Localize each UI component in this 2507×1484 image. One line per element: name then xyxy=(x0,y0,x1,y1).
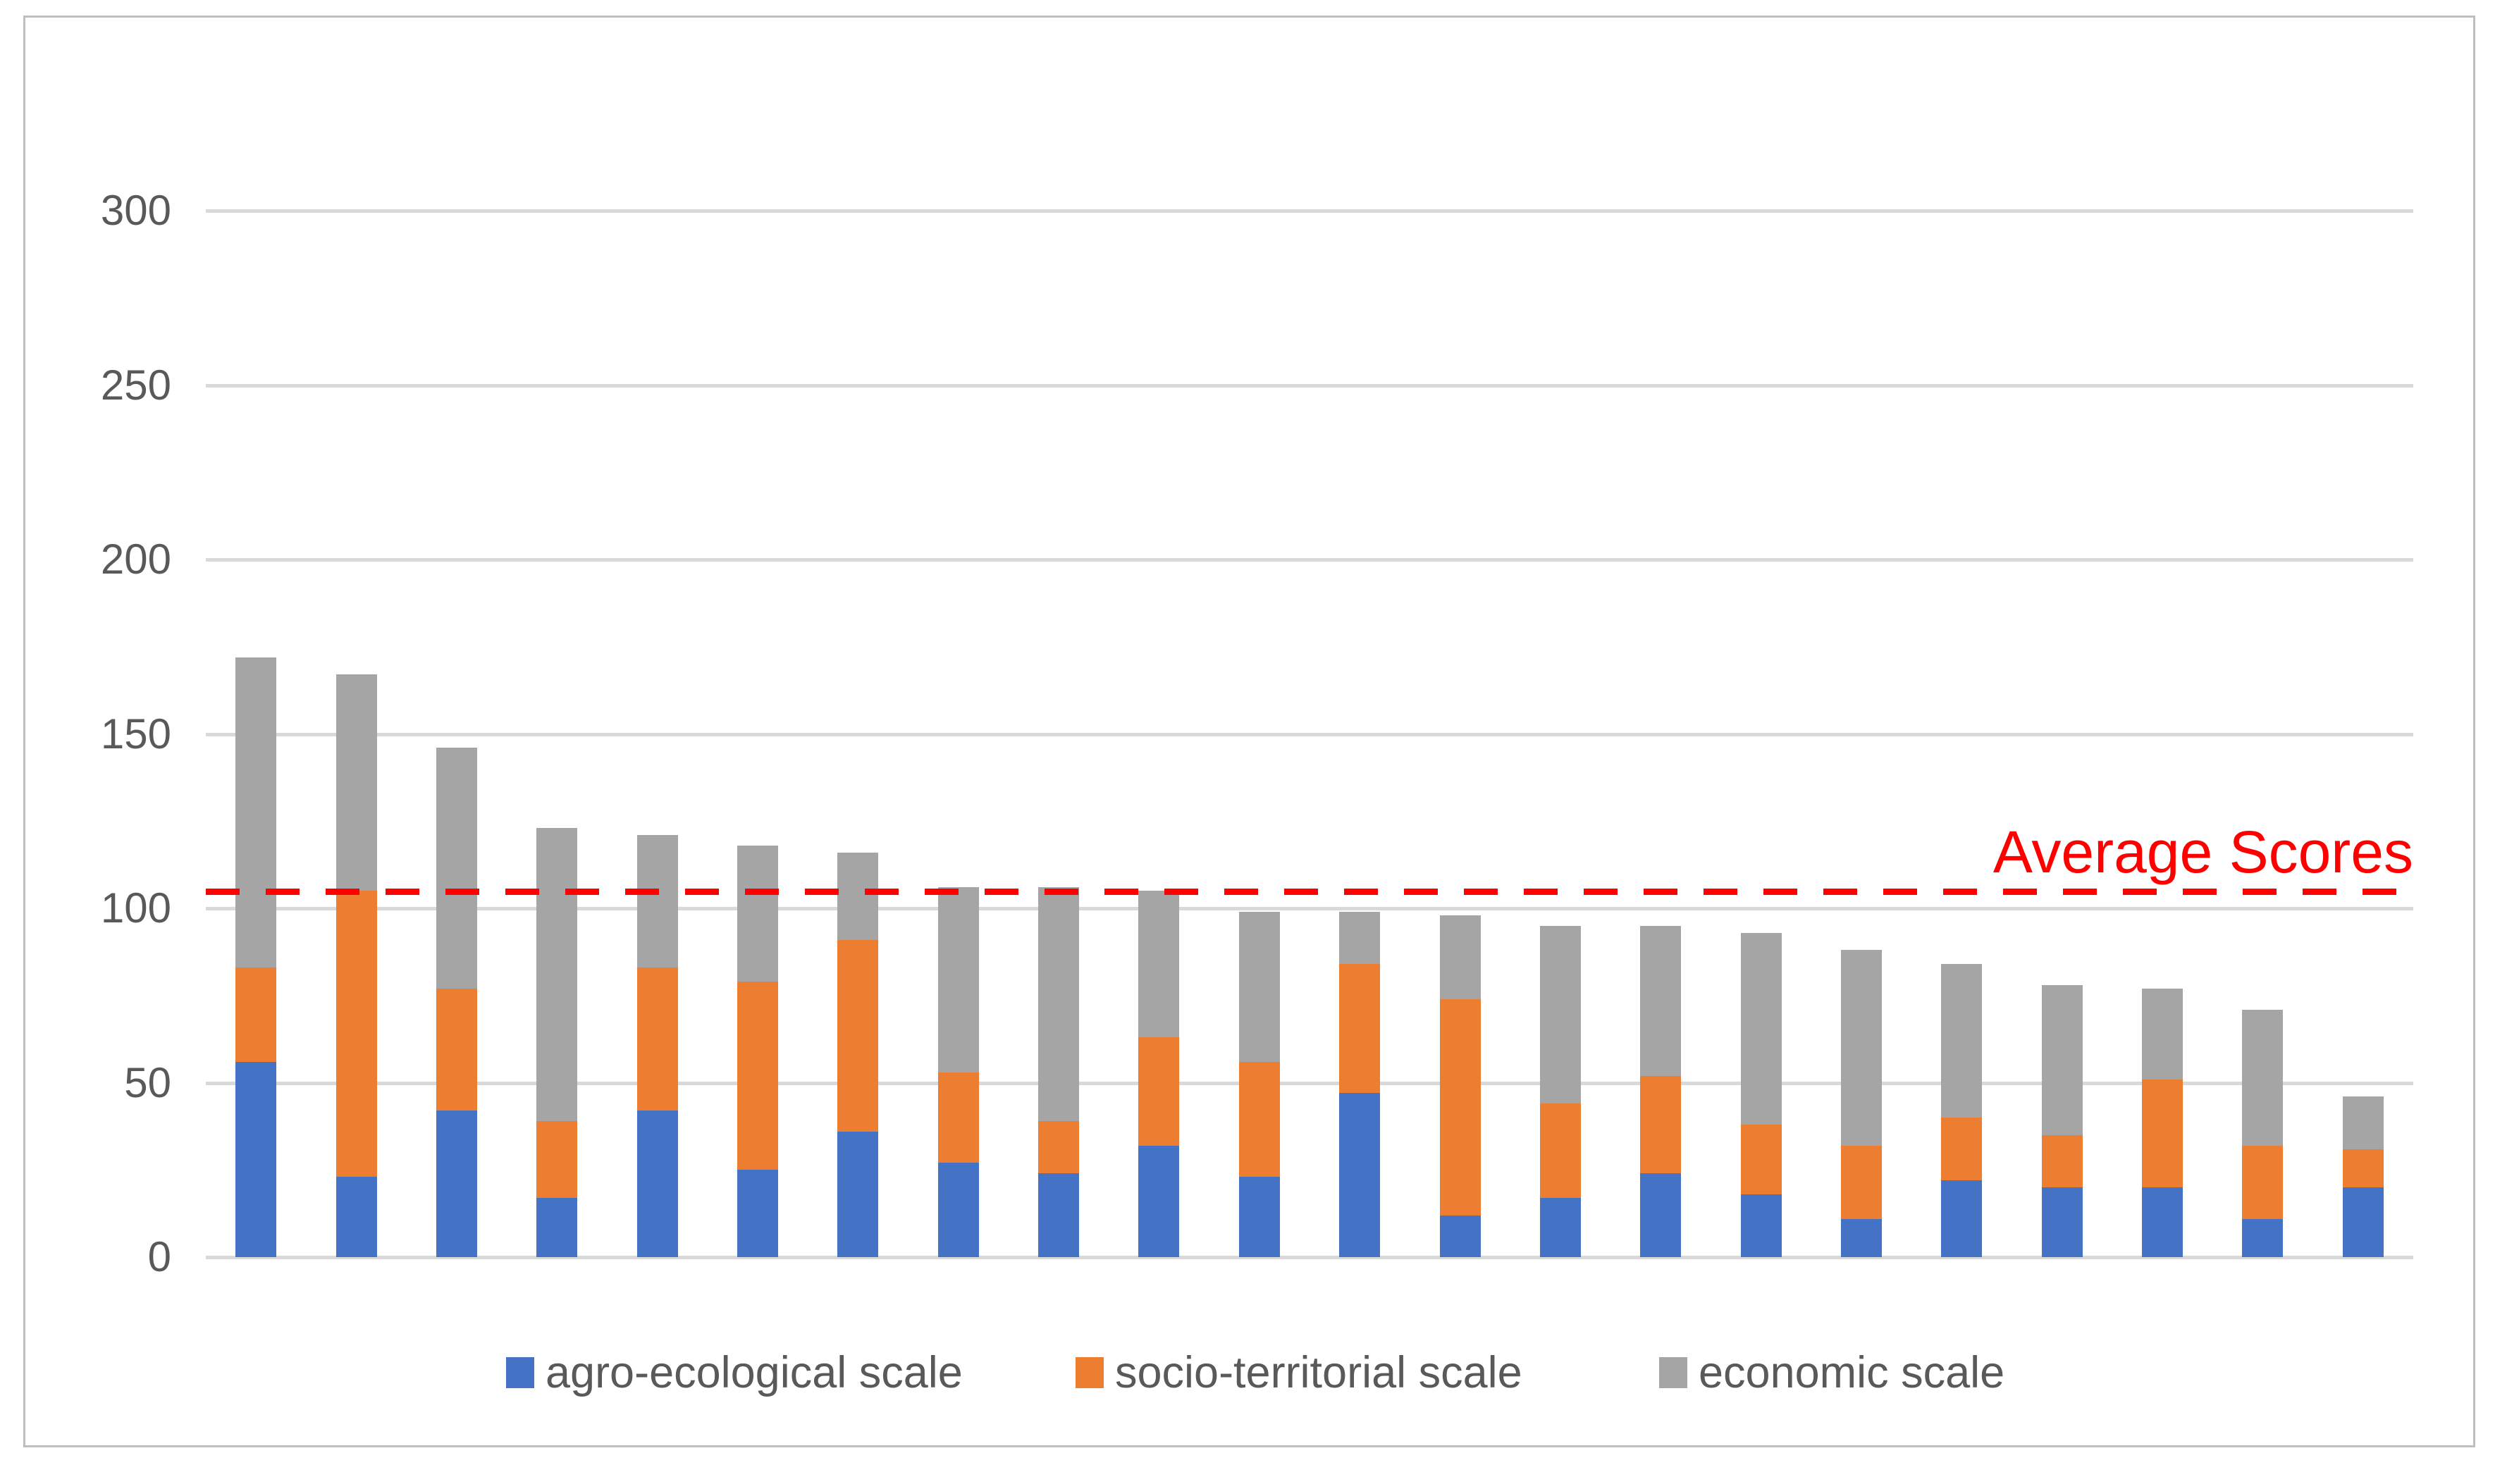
legend-swatch-icon xyxy=(506,1357,534,1388)
gridline-y-50 xyxy=(206,1082,2413,1085)
chart-frame: Average Scores agro-ecological scale soci… xyxy=(23,16,2475,1447)
y-axis-tick-label: 200 xyxy=(100,536,171,583)
bar-4-segment-agro-ecological xyxy=(536,1198,577,1257)
bar-8-segment-socio-territorial xyxy=(938,1072,979,1163)
bar-2-segment-socio-territorial xyxy=(336,891,377,1177)
bar-14-segment-agro-ecological xyxy=(1540,1198,1581,1257)
y-axis-tick-label: 50 xyxy=(124,1059,171,1106)
bar-22-segment-agro-ecological xyxy=(2343,1187,2384,1257)
bar-15-segment-economic xyxy=(1640,926,1681,1076)
bar-2-segment-economic xyxy=(336,674,377,891)
y-axis-tick-label: 0 xyxy=(147,1233,171,1280)
bar-21-segment-agro-ecological xyxy=(2242,1219,2283,1257)
bar-10-segment-socio-territorial xyxy=(1138,1037,1179,1146)
legend-swatch-icon xyxy=(1076,1357,1104,1388)
bar-20-segment-agro-ecological xyxy=(2142,1187,2183,1257)
bar-9-segment-socio-territorial xyxy=(1038,1121,1079,1173)
bar-18-segment-economic xyxy=(1941,964,1982,1118)
legend-item-agro-ecological: agro-ecological scale xyxy=(506,1350,963,1395)
bar-19-segment-agro-ecological xyxy=(2042,1187,2083,1257)
legend-label: economic scale xyxy=(1699,1347,2005,1397)
bar-7-segment-socio-territorial xyxy=(837,940,878,1132)
bar-17-segment-socio-territorial xyxy=(1841,1146,1882,1219)
bar-12-segment-agro-ecological xyxy=(1339,1093,1380,1257)
gridline-y-100 xyxy=(206,907,2413,910)
bar-15-segment-agro-ecological xyxy=(1640,1173,1681,1257)
bar-14-segment-economic xyxy=(1540,926,1581,1103)
bar-7-segment-economic xyxy=(837,853,878,940)
bar-5-segment-socio-territorial xyxy=(637,967,678,1111)
bar-3-segment-economic xyxy=(436,748,477,989)
gridline-y-200 xyxy=(206,558,2413,562)
gridline-y-250 xyxy=(206,384,2413,388)
legend-label: agro-ecological scale xyxy=(546,1347,963,1397)
bar-20-segment-socio-territorial xyxy=(2142,1080,2183,1187)
legend-swatch-icon xyxy=(1659,1357,1687,1388)
bar-13-segment-socio-territorial xyxy=(1440,999,1481,1216)
bar-10-segment-agro-ecological xyxy=(1138,1146,1179,1257)
bar-22-segment-economic xyxy=(2343,1096,2384,1149)
bar-7-segment-agro-ecological xyxy=(837,1132,878,1257)
bar-21-segment-socio-territorial xyxy=(2242,1146,2283,1219)
legend-item-economic: economic scale xyxy=(1659,1350,2004,1395)
average-line-label: Average Scores xyxy=(1992,819,2413,885)
bar-6-segment-agro-ecological xyxy=(737,1170,778,1257)
bar-1-segment-economic xyxy=(235,657,276,967)
bar-5-segment-agro-ecological xyxy=(637,1111,678,1257)
bar-16-segment-economic xyxy=(1741,933,1782,1125)
bar-15-segment-socio-territorial xyxy=(1640,1076,1681,1173)
bar-16-segment-socio-territorial xyxy=(1741,1125,1782,1194)
bar-10-segment-economic xyxy=(1138,891,1179,1037)
bar-1-segment-agro-ecological xyxy=(235,1062,276,1257)
bar-11-segment-economic xyxy=(1239,912,1280,1062)
bar-22-segment-socio-territorial xyxy=(2343,1149,2384,1187)
bar-9-segment-agro-ecological xyxy=(1038,1173,1079,1257)
gridline-y-0 xyxy=(206,1256,2413,1259)
bar-12-segment-socio-territorial xyxy=(1339,964,1380,1093)
bar-5-segment-economic xyxy=(637,835,678,967)
bar-6-segment-economic xyxy=(737,846,778,982)
legend-item-socio-territorial: socio-territorial scale xyxy=(1076,1350,1522,1395)
bar-11-segment-socio-territorial xyxy=(1239,1062,1280,1177)
bar-4-segment-socio-territorial xyxy=(536,1121,577,1198)
bar-18-segment-socio-territorial xyxy=(1941,1118,1982,1180)
legend-label: socio-territorial scale xyxy=(1115,1347,1522,1397)
bar-2-segment-agro-ecological xyxy=(336,1177,377,1257)
bar-1-segment-socio-territorial xyxy=(235,967,276,1062)
bar-19-segment-economic xyxy=(2042,985,2083,1135)
gridline-y-300 xyxy=(206,209,2413,213)
bar-14-segment-socio-territorial xyxy=(1540,1103,1581,1198)
bar-19-segment-socio-territorial xyxy=(2042,1135,2083,1187)
bar-16-segment-agro-ecological xyxy=(1741,1194,1782,1257)
bar-17-segment-agro-ecological xyxy=(1841,1219,1882,1257)
average-dashed-line xyxy=(206,889,2413,895)
y-axis-tick-label: 150 xyxy=(100,710,171,758)
y-axis-tick-label: 250 xyxy=(100,361,171,409)
bar-6-segment-socio-territorial xyxy=(737,982,778,1170)
bar-4-segment-economic xyxy=(536,828,577,1121)
bar-11-segment-agro-ecological xyxy=(1239,1177,1280,1257)
bar-18-segment-agro-ecological xyxy=(1941,1180,1982,1257)
bar-13-segment-agro-ecological xyxy=(1440,1216,1481,1257)
bar-8-segment-agro-ecological xyxy=(938,1163,979,1257)
y-axis-tick-label: 100 xyxy=(100,884,171,932)
bar-3-segment-socio-territorial xyxy=(436,989,477,1111)
y-axis-tick-label: 300 xyxy=(100,187,171,234)
bar-9-segment-economic xyxy=(1038,887,1079,1121)
bar-21-segment-economic xyxy=(2242,1010,2283,1146)
bar-13-segment-economic xyxy=(1440,915,1481,999)
bar-3-segment-agro-ecological xyxy=(436,1111,477,1257)
bar-17-segment-economic xyxy=(1841,950,1882,1146)
bar-12-segment-economic xyxy=(1339,912,1380,964)
bar-20-segment-economic xyxy=(2142,989,2183,1080)
bar-8-segment-economic xyxy=(938,887,979,1072)
gridline-y-150 xyxy=(206,733,2413,736)
